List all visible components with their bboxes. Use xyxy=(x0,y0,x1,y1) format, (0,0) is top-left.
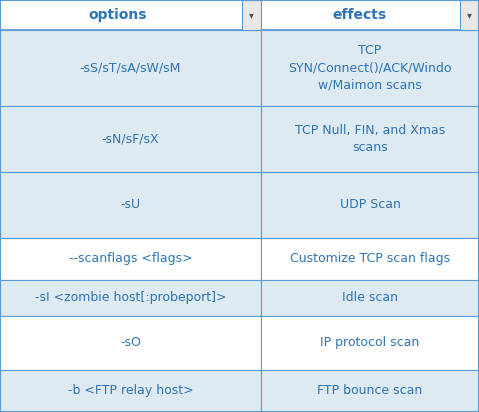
Text: --scanflags <flags>: --scanflags <flags> xyxy=(68,252,193,265)
Bar xyxy=(242,0,261,30)
Text: ▾: ▾ xyxy=(249,10,254,20)
Bar xyxy=(460,0,479,30)
Text: options: options xyxy=(88,8,147,22)
Text: -sO: -sO xyxy=(120,336,141,349)
Text: -sU: -sU xyxy=(120,198,141,211)
Text: -sN/sF/sX: -sN/sF/sX xyxy=(102,132,160,145)
Bar xyxy=(0,370,261,412)
Text: -sI <zombie host[:probeport]>: -sI <zombie host[:probeport]> xyxy=(35,291,226,304)
Bar xyxy=(261,316,479,370)
Text: TCP
SYN/Connect()/ACK/Windo
w/Maimon scans: TCP SYN/Connect()/ACK/Windo w/Maimon sca… xyxy=(288,44,452,91)
Text: -b <FTP relay host>: -b <FTP relay host> xyxy=(68,384,194,397)
Text: ▾: ▾ xyxy=(467,10,472,20)
Bar xyxy=(261,171,479,238)
Text: -sS/sT/sA/sW/sM: -sS/sT/sA/sW/sM xyxy=(80,61,181,75)
Text: UDP Scan: UDP Scan xyxy=(340,198,400,211)
Bar xyxy=(261,370,479,412)
Bar xyxy=(0,280,261,316)
Bar xyxy=(261,105,479,171)
Text: effects: effects xyxy=(332,8,386,22)
Bar xyxy=(0,238,261,280)
Bar xyxy=(0,105,261,171)
Text: Customize TCP scan flags: Customize TCP scan flags xyxy=(290,252,450,265)
Bar xyxy=(0,30,261,105)
Text: Idle scan: Idle scan xyxy=(342,291,398,304)
Bar xyxy=(261,238,479,280)
Bar xyxy=(0,316,261,370)
Text: FTP bounce scan: FTP bounce scan xyxy=(318,384,422,397)
Bar xyxy=(261,30,479,105)
Bar xyxy=(261,0,479,30)
Text: TCP Null, FIN, and Xmas
scans: TCP Null, FIN, and Xmas scans xyxy=(295,124,445,154)
Bar xyxy=(261,280,479,316)
Text: IP protocol scan: IP protocol scan xyxy=(320,336,420,349)
Bar xyxy=(0,0,261,30)
Bar xyxy=(0,171,261,238)
